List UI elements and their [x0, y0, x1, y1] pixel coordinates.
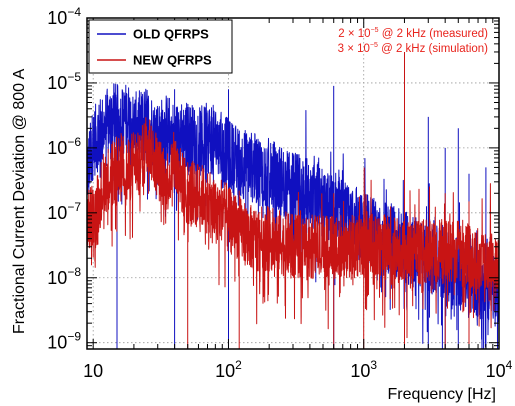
tick-labels: 10 102 103 104 10−9 10−8 10−7 10−6 10−5 10−4 — [47, 5, 512, 381]
legend-label-old: OLD QFRPS — [133, 27, 209, 42]
y-tick-label: 10−7 — [47, 200, 81, 223]
series-line-1 — [87, 52, 499, 349]
x-tick-label: 102 — [215, 358, 242, 381]
y-tick-label: 10−8 — [47, 265, 81, 288]
legend-label-new: NEW QFRPS — [133, 53, 212, 68]
ticks — [86, 17, 500, 350]
legend-box — [88, 19, 233, 74]
legend: OLD QFRPS NEW QFRPS — [88, 19, 233, 74]
x-tick-label: 10 — [83, 361, 103, 381]
y-tick-label: 10−4 — [47, 5, 81, 28]
y-tick-label: 10−5 — [47, 70, 81, 93]
series-layer — [87, 52, 499, 349]
annotation-simulation: 3 × 10−5 @ 2 kHz (simulation) — [338, 42, 489, 55]
x-tick-label: 103 — [350, 358, 377, 381]
y-tick-label: 10−9 — [47, 330, 81, 353]
y-tick-label: 10−6 — [47, 135, 81, 158]
x-tick-label: 104 — [486, 358, 513, 381]
annotation-measured: 2 × 10−5 @ 2 kHz (measured) — [338, 27, 488, 40]
annotations: 2 × 10−5 @ 2 kHz (measured) 3 × 10−5 @ 2… — [338, 27, 489, 55]
x-axis-title: Frequency [Hz] — [388, 386, 496, 403]
y-axis-title: Fractional Current Deviation @ 800 A — [11, 68, 28, 334]
